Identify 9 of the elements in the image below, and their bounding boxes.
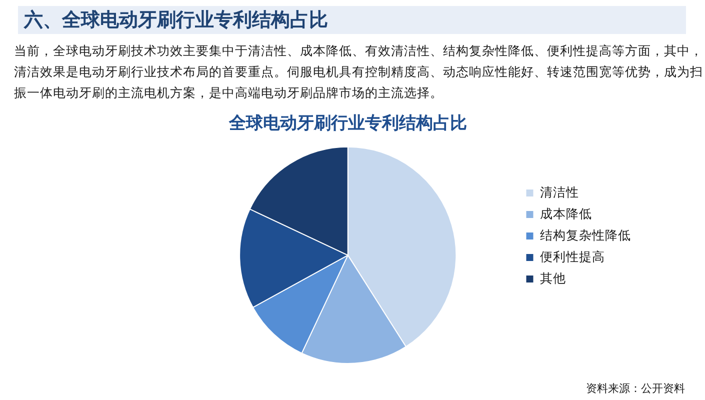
- legend-label: 清洁性: [540, 184, 579, 200]
- legend-label: 其他: [540, 270, 566, 286]
- text: 资料来源：公开资料: [586, 382, 685, 396]
- legend-label: 成本降低: [540, 206, 592, 221]
- text: 六、全球电动牙刷行业专利结构占比: [24, 9, 328, 31]
- legend-label: 便利性提高: [540, 248, 605, 264]
- legend-label: 结构复杂性降低: [540, 227, 631, 242]
- chart-subtitle: 当前，全球电动牙刷技术功效主要集中于清洁性、成本降低、有效清洁性、结构复杂性降低、便利性提高等方面，其中，清洁效果是电动牙刷行业技术布局的首要重点。伺服电机具有控制精度高、动态响应性能好、转速范围宽等优势，成为扫振一体电动牙刷的主流电机方案，是中高端电动牙刷品牌市场的主流选择。: [14, 42, 704, 102]
- chart-title: 全球电动牙刷行业专利结构占比: [228, 114, 467, 134]
